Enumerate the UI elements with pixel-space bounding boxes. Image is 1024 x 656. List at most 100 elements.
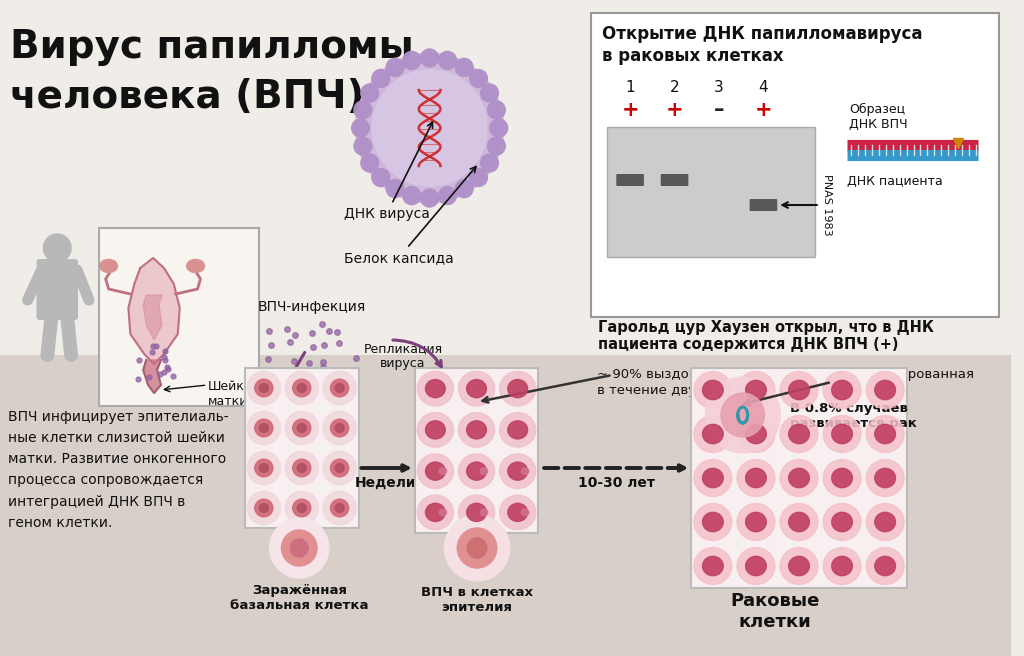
Ellipse shape	[255, 499, 273, 517]
Ellipse shape	[459, 454, 495, 489]
Circle shape	[372, 70, 389, 87]
Ellipse shape	[335, 464, 344, 472]
Text: ВПЧ в клетках
эпителия: ВПЧ в клетках эпителия	[421, 586, 534, 614]
Ellipse shape	[331, 499, 349, 517]
Ellipse shape	[297, 384, 306, 392]
Ellipse shape	[297, 424, 306, 432]
Ellipse shape	[702, 512, 723, 531]
Ellipse shape	[508, 462, 527, 480]
Ellipse shape	[500, 454, 536, 489]
Ellipse shape	[418, 413, 454, 447]
Ellipse shape	[866, 371, 904, 409]
Ellipse shape	[702, 424, 723, 443]
Circle shape	[467, 538, 486, 558]
Ellipse shape	[439, 468, 446, 474]
Ellipse shape	[439, 509, 446, 516]
Ellipse shape	[467, 420, 486, 439]
Ellipse shape	[247, 451, 281, 485]
Text: 1: 1	[626, 80, 635, 95]
Ellipse shape	[259, 464, 268, 472]
Ellipse shape	[831, 424, 852, 443]
Ellipse shape	[331, 419, 349, 437]
Ellipse shape	[467, 503, 486, 522]
Ellipse shape	[259, 384, 268, 392]
Ellipse shape	[418, 371, 454, 406]
Ellipse shape	[745, 556, 766, 576]
FancyBboxPatch shape	[245, 368, 358, 528]
Ellipse shape	[293, 419, 311, 437]
Ellipse shape	[331, 379, 349, 397]
Ellipse shape	[788, 556, 809, 576]
FancyBboxPatch shape	[607, 127, 815, 257]
Circle shape	[355, 53, 504, 203]
FancyBboxPatch shape	[0, 355, 1012, 656]
Ellipse shape	[247, 411, 281, 445]
Circle shape	[354, 137, 372, 155]
Ellipse shape	[426, 462, 445, 480]
Text: Вирус папилломы: Вирус папилломы	[10, 28, 414, 66]
Ellipse shape	[702, 380, 723, 400]
Circle shape	[438, 186, 457, 205]
Polygon shape	[143, 360, 161, 393]
Text: Репликация
вируса: Репликация вируса	[364, 342, 442, 370]
Ellipse shape	[737, 504, 775, 541]
FancyBboxPatch shape	[415, 368, 539, 533]
Circle shape	[351, 119, 370, 137]
Ellipse shape	[480, 509, 487, 516]
Circle shape	[43, 234, 71, 262]
Ellipse shape	[293, 379, 311, 397]
Ellipse shape	[459, 413, 495, 447]
Ellipse shape	[780, 459, 818, 497]
FancyBboxPatch shape	[691, 368, 906, 588]
Text: ~ 90% выздоравливают: ~ 90% выздоравливают	[597, 368, 765, 381]
Ellipse shape	[508, 503, 527, 522]
Ellipse shape	[831, 468, 852, 487]
Ellipse shape	[745, 380, 766, 400]
Ellipse shape	[694, 459, 732, 497]
FancyBboxPatch shape	[591, 13, 999, 317]
Ellipse shape	[831, 512, 852, 531]
Circle shape	[480, 84, 499, 102]
Ellipse shape	[780, 415, 818, 453]
Text: PNAS 1983: PNAS 1983	[821, 174, 831, 236]
Ellipse shape	[823, 504, 861, 541]
Ellipse shape	[780, 371, 818, 409]
Text: 4: 4	[759, 80, 768, 95]
Ellipse shape	[866, 504, 904, 541]
Circle shape	[487, 137, 505, 155]
Ellipse shape	[702, 468, 723, 487]
Text: человека (ВПЧ): человека (ВПЧ)	[10, 78, 365, 116]
Ellipse shape	[285, 491, 318, 525]
Ellipse shape	[459, 371, 495, 406]
Text: 2: 2	[670, 80, 679, 95]
Ellipse shape	[323, 371, 356, 405]
Ellipse shape	[259, 424, 268, 432]
Ellipse shape	[467, 462, 486, 480]
Ellipse shape	[500, 371, 536, 406]
Ellipse shape	[259, 504, 268, 512]
Ellipse shape	[500, 495, 536, 529]
Ellipse shape	[694, 371, 732, 409]
Ellipse shape	[285, 451, 318, 485]
Text: Раковые
клетки: Раковые клетки	[730, 592, 820, 631]
Text: ДНК вируса: ДНК вируса	[344, 122, 432, 221]
Ellipse shape	[467, 380, 486, 398]
Circle shape	[402, 186, 421, 205]
Text: +: +	[666, 100, 683, 120]
Ellipse shape	[418, 495, 454, 529]
Circle shape	[282, 530, 317, 566]
Ellipse shape	[459, 495, 495, 529]
Ellipse shape	[99, 260, 118, 272]
FancyBboxPatch shape	[98, 228, 259, 406]
Text: Белок капсида: Белок капсида	[344, 167, 476, 265]
Ellipse shape	[297, 504, 306, 512]
Ellipse shape	[521, 509, 528, 516]
Circle shape	[458, 528, 497, 568]
FancyBboxPatch shape	[750, 199, 777, 211]
Circle shape	[489, 119, 508, 137]
Ellipse shape	[500, 413, 536, 447]
Ellipse shape	[323, 411, 356, 445]
Ellipse shape	[297, 464, 306, 472]
Text: +: +	[622, 100, 639, 120]
Ellipse shape	[745, 512, 766, 531]
